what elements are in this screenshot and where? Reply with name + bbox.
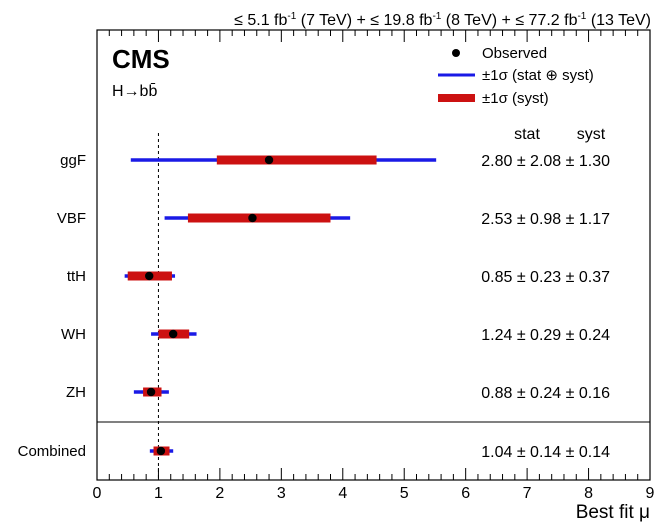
observed-point [145,271,154,281]
observed-point [248,213,257,223]
observed-point [264,155,274,165]
x-tick-label: 5 [400,485,409,502]
category-label: ZH [66,384,86,401]
process-label: H→bb̄ [112,83,157,100]
luminosity-label: ≤ 5.1 fb-1 (7 TeV) + ≤ 19.8 fb-1 (8 TeV)… [234,11,651,29]
x-tick-label: 0 [93,485,102,502]
observed-point [156,446,166,456]
x-tick-label: 4 [338,485,347,502]
experiment-label: CMS [112,44,170,74]
category-label: WH [61,326,86,343]
value-label: 2.53 ± 0.98 ± 1.17 [481,211,610,228]
legend-syst-label: ±1σ (syst) [482,90,549,107]
x-tick-label: 1 [154,485,163,502]
column-header-stat: stat [514,126,540,143]
legend-observed-label: Observed [482,45,547,62]
observed-point [168,329,178,339]
x-axis-title: Best fit μ [576,502,650,523]
x-tick-label: 9 [646,485,655,502]
x-tick-label: 3 [277,485,286,502]
category-label: Combined [18,443,86,460]
observed-point [146,387,156,397]
value-label: 1.24 ± 0.29 ± 0.24 [481,327,610,344]
category-label: ggF [60,152,86,169]
x-tick-label: 8 [584,485,593,502]
value-label: 0.88 ± 0.24 ± 0.16 [481,385,610,402]
value-label: 0.85 ± 0.23 ± 0.37 [481,269,610,286]
x-tick-label: 6 [461,485,470,502]
category-label: VBF [57,210,86,227]
value-label: 1.04 ± 0.14 ± 0.14 [481,444,610,461]
chart-marks: 0 1 2 3 4 5 6 7 8 9 ggF 2.80 ± 2.08 ± 1.30 VBF 2.53 ±… [18,30,655,502]
category-label: ttH [67,268,86,285]
plot-frame [96,29,651,481]
column-header-syst: syst [577,126,606,143]
x-tick-label: 2 [215,485,224,502]
legend-total-label: ±1σ (stat ⊕ syst) [482,67,594,84]
legend-observed-marker [452,49,460,57]
legend: Observed ±1σ (stat ⊕ syst) ±1σ (syst) [438,45,594,107]
value-label: 2.80 ± 2.08 ± 1.30 [481,153,610,170]
x-tick-label: 7 [523,485,532,502]
